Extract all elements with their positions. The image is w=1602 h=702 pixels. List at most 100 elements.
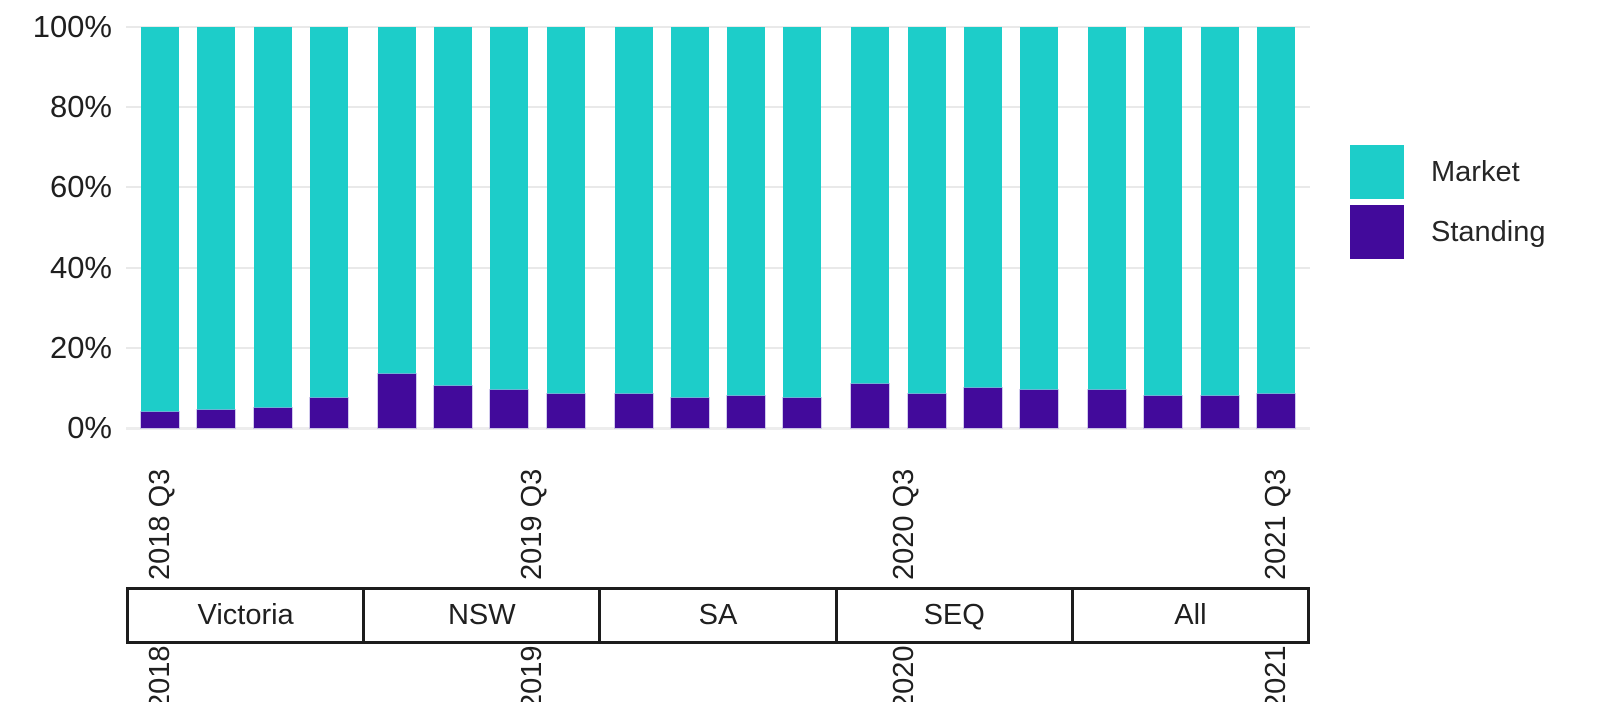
gridline xyxy=(126,346,1310,349)
plot-area xyxy=(126,26,1310,430)
bar-segment-standing xyxy=(727,395,766,428)
region-group-boxes: Victoria NSW SA SEQ All xyxy=(126,587,1311,644)
bar-sa-2019-q3 xyxy=(670,27,709,428)
bar-sa-2020-q3 xyxy=(727,27,766,428)
bar-group-nsw xyxy=(363,27,600,428)
region-label: SEQ xyxy=(923,599,985,631)
bar-segment-market xyxy=(546,27,585,394)
bar-seq-2020-q3 xyxy=(963,27,1002,428)
x-axis-tick: 2020 Q3 xyxy=(885,450,923,580)
bar-segment-market xyxy=(490,27,529,390)
bar-nsw-2018-q3 xyxy=(377,27,416,428)
bar-segment-standing xyxy=(1200,395,1239,428)
bar-segment-standing xyxy=(1088,389,1127,428)
bar-segment-standing xyxy=(1256,393,1295,428)
region-label-box-seq: SEQ xyxy=(834,587,1074,644)
bar-nsw-2019-q3 xyxy=(434,27,473,428)
x-axis-tick: 2019 Q3 xyxy=(513,450,551,580)
bar-victoria-2018-q3 xyxy=(141,27,179,428)
x-axis-tick: 2021 Q3 xyxy=(1257,450,1295,580)
bar-all-2018-q3 xyxy=(1088,27,1127,428)
legend: Market Standing xyxy=(1350,145,1546,265)
region-label-box-victoria: Victoria xyxy=(126,587,366,644)
bar-group-victoria xyxy=(126,27,363,428)
x-axis-labels: 2018 Q3 2019 Q3 2020 Q3 2021 Q3 2018 Q3 2019 … xyxy=(126,450,1310,702)
x-label-group-victoria: 2018 Q3 2019 Q3 2020 Q3 2021 Q3 xyxy=(126,450,1310,580)
bar-segment-standing xyxy=(1020,389,1059,428)
bar-seq-2021-q3 xyxy=(1020,27,1059,428)
standing-color-swatch xyxy=(1350,205,1404,259)
region-label-box-sa: SA xyxy=(598,587,838,644)
y-axis: 100% 80% 60% 40% 20% 0% xyxy=(0,11,112,444)
y-axis-tick-label: 40% xyxy=(49,249,112,285)
bar-nsw-2021-q3 xyxy=(546,27,585,428)
bar-group-sa xyxy=(600,27,837,428)
x-axis-tick: 2018 Q3 xyxy=(141,450,179,580)
bar-segment-standing xyxy=(197,409,236,428)
legend-item-standing: Standing xyxy=(1350,205,1546,259)
region-label: SA xyxy=(698,599,738,631)
region-label: All xyxy=(1174,599,1207,631)
bar-segment-standing xyxy=(907,393,946,428)
bar-segment-market xyxy=(907,27,946,394)
bar-segment-market xyxy=(670,27,709,398)
bar-segment-market xyxy=(197,27,236,410)
bar-segment-market xyxy=(1020,27,1059,390)
bar-group-seq xyxy=(836,27,1073,428)
bar-seq-2019-q3 xyxy=(907,27,946,428)
bar-segment-market xyxy=(1256,27,1295,394)
bar-segment-standing xyxy=(253,407,292,428)
bar-segment-market xyxy=(253,27,292,408)
bar-segment-market xyxy=(1088,27,1127,390)
y-axis-tick-label: 100% xyxy=(32,9,112,44)
bar-segment-standing xyxy=(141,411,179,428)
gridline xyxy=(126,266,1310,269)
bar-segment-standing xyxy=(309,397,348,428)
bar-group-all xyxy=(1073,27,1310,428)
x-axis-tick-label: 2018 Q3 xyxy=(144,468,176,580)
bar-all-2020-q3 xyxy=(1200,27,1239,428)
bar-victoria-2019-q3 xyxy=(197,27,236,428)
bar-segment-market xyxy=(434,27,473,386)
bar-seq-2018-q3 xyxy=(851,27,890,428)
bar-victoria-2020-q3 xyxy=(253,27,292,428)
bar-segment-market xyxy=(851,27,890,384)
bar-segment-market xyxy=(1200,27,1239,396)
legend-label-standing: Standing xyxy=(1431,215,1546,248)
bar-segment-standing xyxy=(670,397,709,428)
bar-segment-standing xyxy=(377,373,416,428)
market-color-swatch xyxy=(1350,145,1404,199)
bar-segment-standing xyxy=(546,393,585,428)
y-axis-tick-label: 80% xyxy=(49,89,112,125)
bar-sa-2021-q3 xyxy=(783,27,822,428)
bar-all-2019-q3 xyxy=(1144,27,1183,428)
y-axis-tick-label: 0% xyxy=(67,410,112,445)
bar-segment-market xyxy=(309,27,348,398)
gridline xyxy=(126,186,1310,189)
bar-segment-standing xyxy=(434,385,473,428)
region-label: Victoria xyxy=(197,599,294,631)
x-axis-tick-label: 2020 Q3 xyxy=(888,468,920,580)
bar-victoria-2021-q3 xyxy=(309,27,348,428)
legend-label-market: Market xyxy=(1431,155,1520,188)
bar-segment-market xyxy=(1144,27,1183,396)
bar-sa-2018-q3 xyxy=(614,27,653,428)
bar-segment-market xyxy=(614,27,653,394)
bar-segment-market xyxy=(783,27,822,398)
bar-segment-standing xyxy=(783,397,822,428)
y-axis-tick-label: 60% xyxy=(49,169,112,205)
x-axis-baseline xyxy=(126,427,1310,430)
bar-segment-market xyxy=(963,27,1002,388)
bar-segment-standing xyxy=(614,393,653,428)
bar-segment-standing xyxy=(963,387,1002,428)
x-axis-tick-label: 2021 Q3 xyxy=(1260,468,1292,580)
gridline xyxy=(126,26,1310,28)
bar-segment-standing xyxy=(851,383,890,428)
x-axis-tick-label: 2019 Q3 xyxy=(516,468,548,580)
region-label: NSW xyxy=(447,599,516,631)
bar-groups xyxy=(126,27,1310,428)
legend-item-market: Market xyxy=(1350,145,1546,199)
y-axis-tick-label: 20% xyxy=(49,329,112,365)
bar-segment-standing xyxy=(1144,395,1183,428)
